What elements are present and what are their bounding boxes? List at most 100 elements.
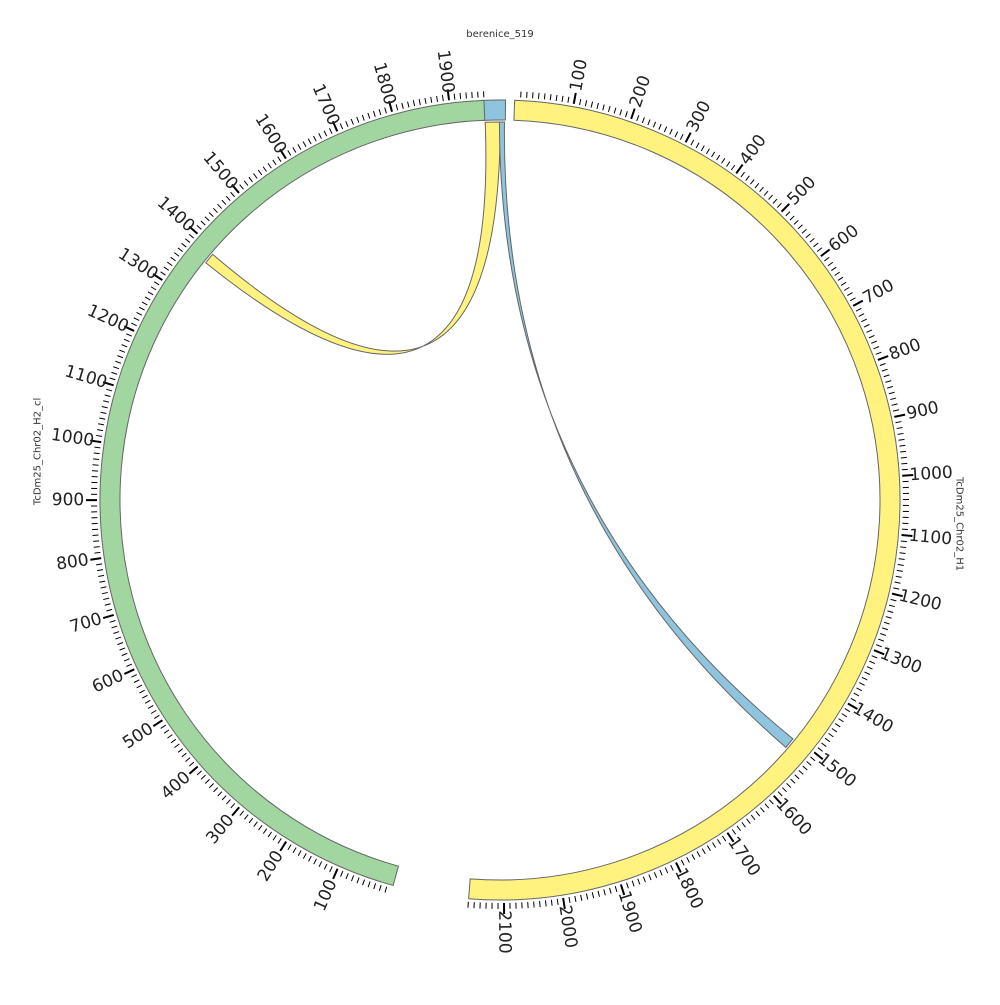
minor-tick-h1 (814, 243, 819, 247)
minor-tick-h1 (831, 267, 836, 270)
minor-tick-h2 (142, 695, 147, 698)
minor-tick-h2 (437, 96, 438, 102)
minor-tick-h2 (151, 710, 156, 713)
minor-tick-h2 (164, 267, 169, 270)
minor-tick-h2 (351, 875, 353, 881)
minor-tick-h1 (769, 195, 773, 199)
tick-label-h1: 300 (683, 98, 716, 136)
minor-tick-h1 (880, 633, 886, 635)
minor-tick-h2 (134, 318, 139, 321)
tick-label-h1: 400 (736, 131, 771, 169)
minor-tick-h2 (161, 272, 166, 275)
minor-tick-h2 (103, 401, 109, 402)
minor-tick-h1 (747, 819, 751, 824)
minor-tick-h2 (314, 859, 317, 864)
minor-tick-h1 (878, 639, 884, 641)
minor-tick-h2 (273, 835, 276, 840)
minor-tick-h2 (288, 845, 291, 850)
minor-tick-h2 (213, 208, 217, 212)
minor-tick-h1 (886, 617, 892, 619)
minor-tick-h1 (854, 693, 859, 696)
minor-tick-h1 (592, 892, 593, 898)
minor-tick-h2 (460, 93, 461, 99)
minor-tick-h2 (244, 181, 248, 186)
minor-tick-h2 (308, 139, 311, 144)
minor-tick-h2 (164, 730, 169, 733)
tick-label-h2: 300 (202, 811, 238, 849)
minor-tick-h1 (835, 724, 840, 727)
minor-tick-h2 (263, 829, 266, 834)
minor-tick-h1 (680, 134, 683, 139)
tick-label-h1: 1500 (814, 749, 860, 792)
major-tick-h2 (124, 669, 134, 674)
minor-tick-h2 (182, 753, 187, 757)
tick-label-h2: 1200 (84, 301, 132, 337)
minor-tick-h1 (882, 628, 888, 630)
minor-tick-h1 (844, 287, 849, 290)
minor-tick-h1 (891, 599, 897, 600)
minor-tick-h1 (660, 870, 662, 876)
major-tick-h2 (333, 869, 337, 879)
minor-tick-h2 (214, 788, 218, 792)
minor-tick-h1 (545, 900, 546, 906)
minor-tick-h2 (186, 758, 191, 762)
minor-tick-h2 (99, 581, 105, 582)
minor-tick-h1 (786, 212, 790, 216)
minor-tick-h2 (110, 621, 116, 623)
minor-tick-h1 (838, 277, 843, 280)
minor-tick-h1 (822, 743, 827, 747)
minor-tick-h1 (896, 422, 902, 423)
minor-tick-h2 (154, 715, 159, 718)
tick-label-h2: 1900 (433, 49, 458, 94)
tick-label-h2: 1000 (50, 425, 96, 451)
links-layer (206, 122, 793, 747)
minor-tick-h2 (189, 762, 194, 766)
tick-label-h1: 2100 (494, 910, 514, 953)
minor-tick-h1 (746, 176, 750, 181)
minor-tick-h1 (859, 314, 864, 317)
minor-tick-h2 (368, 881, 370, 887)
minor-tick-h2 (368, 113, 370, 119)
minor-tick-h1 (632, 881, 634, 887)
minor-tick-h1 (731, 165, 734, 170)
minor-tick-h2 (431, 97, 432, 103)
minor-tick-h1 (620, 110, 622, 116)
minor-tick-h1 (810, 238, 815, 242)
minor-tick-h1 (887, 611, 893, 613)
tick-label-h2: 200 (254, 847, 288, 885)
minor-tick-h2 (303, 142, 306, 147)
minor-tick-h2 (98, 424, 104, 425)
minor-tick-h1 (847, 293, 852, 296)
minor-tick-h2 (145, 297, 150, 300)
minor-tick-h2 (357, 878, 359, 884)
minor-tick-h1 (654, 872, 656, 878)
minor-tick-h1 (615, 886, 617, 892)
minor-tick-h2 (218, 204, 222, 208)
minor-tick-h1 (876, 352, 882, 354)
minor-tick-h2 (151, 287, 156, 290)
minor-tick-h1 (717, 839, 720, 844)
minor-tick-h2 (226, 196, 230, 200)
tick-label-h1: 1900 (614, 888, 646, 935)
minor-tick-h1 (591, 102, 592, 108)
tick-label-h1: 700 (860, 275, 898, 308)
minor-tick-h1 (845, 709, 850, 712)
minor-tick-h1 (562, 96, 563, 102)
minor-tick-h2 (93, 541, 99, 542)
minor-tick-h2 (171, 739, 176, 743)
minor-tick-h1 (706, 149, 709, 154)
minor-tick-h1 (778, 792, 782, 796)
tick-label-h1: 2000 (554, 904, 581, 950)
minor-tick-h2 (117, 643, 123, 645)
tick-label-h1: 900 (905, 398, 941, 424)
minor-tick-h2 (105, 604, 111, 606)
minor-tick-h2 (226, 800, 230, 804)
minor-tick-h1 (534, 902, 535, 908)
minor-tick-h1 (769, 800, 773, 804)
minor-tick-h1 (782, 788, 786, 792)
tick-label-h1: 1100 (908, 526, 953, 550)
minor-tick-h2 (139, 690, 144, 693)
link-berenice-h2 (206, 122, 501, 354)
minor-tick-h2 (154, 282, 159, 285)
minor-tick-h2 (419, 99, 420, 105)
